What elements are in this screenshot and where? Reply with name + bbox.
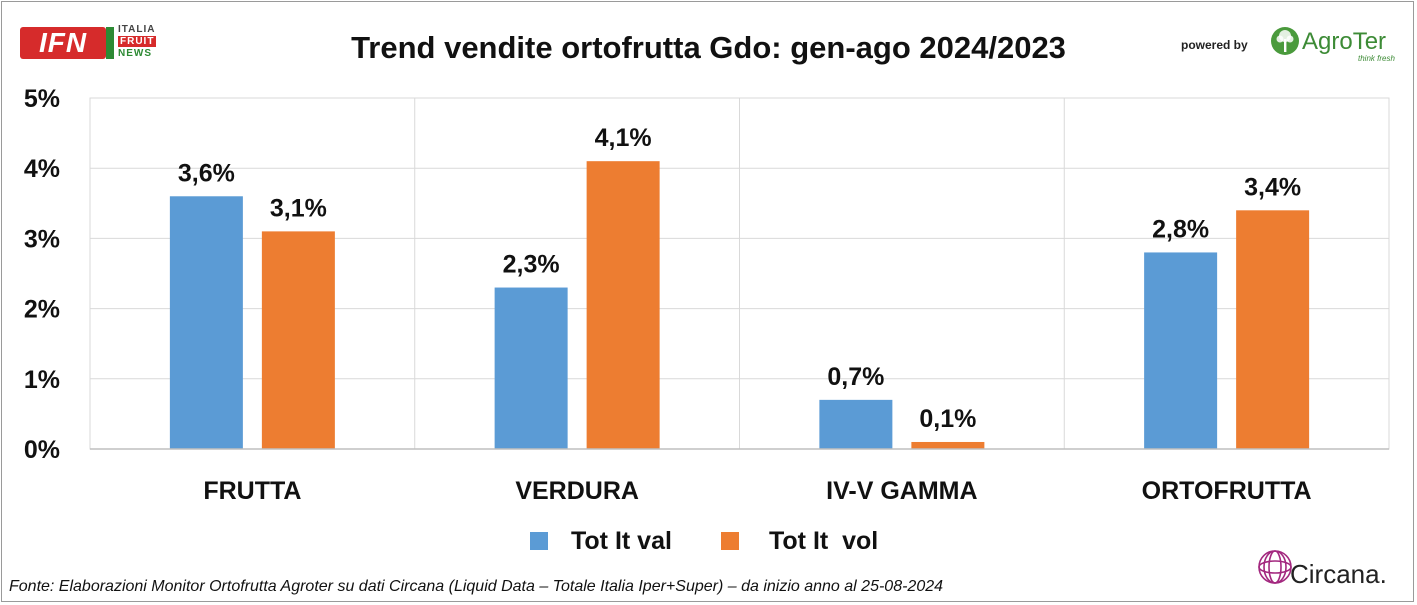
legend-swatch-val [530, 532, 548, 550]
bar-vol [911, 441, 985, 449]
ifn-logo-stripe [106, 27, 114, 59]
legend-label-val: Tot It val [571, 527, 672, 555]
y-tick-label: 1% [24, 366, 60, 394]
data-label: 0,1% [919, 405, 976, 433]
bar-val [819, 399, 893, 449]
data-label: 0,7% [827, 363, 884, 391]
data-label: 3,4% [1244, 173, 1301, 201]
bar-val [169, 196, 243, 449]
bar-vol [586, 161, 660, 449]
ifn-logo-line2: FRUIT [118, 36, 157, 47]
x-tick-label: FRUTTA [203, 477, 301, 505]
y-tick-label: 4% [24, 155, 60, 183]
ifn-logo: IFN ITALIA FRUIT NEWS [20, 24, 165, 64]
source-note: Fonte: Elaborazioni Monitor Ortofrutta A… [9, 578, 944, 595]
tree-icon [1271, 27, 1299, 55]
y-tick-label: 5% [24, 85, 60, 113]
ifn-logo-text: ITALIA FRUIT NEWS [118, 24, 157, 60]
x-tick-label: IV-V GAMMA [826, 477, 977, 505]
agroter-logo-tagline: think fresh [1358, 54, 1395, 63]
powered-by-label: powered by [1181, 38, 1248, 52]
x-tick-label: VERDURA [515, 477, 639, 505]
circana-logo-name: Circana. [1290, 559, 1387, 589]
data-label: 2,8% [1152, 215, 1209, 243]
bar-vol [1236, 210, 1310, 449]
data-label: 4,1% [595, 124, 652, 152]
chart-title: Trend vendite ortofrutta Gdo: gen-ago 20… [351, 30, 1066, 65]
ifn-logo-line1: ITALIA [118, 24, 156, 35]
bar-val [1144, 252, 1218, 449]
bar-val [494, 287, 568, 449]
legend-label-vol: Tot It vol [769, 527, 879, 555]
y-tick-label: 3% [24, 225, 60, 253]
circana-sphere-icon [1258, 550, 1292, 584]
x-tick-label: ORTOFRUTTA [1142, 477, 1312, 505]
data-label: 3,1% [270, 194, 327, 222]
legend-swatch-vol [721, 532, 739, 550]
ifn-logo-main: IFN [20, 27, 106, 59]
data-label: 3,6% [178, 159, 235, 187]
bar-vol [261, 231, 335, 449]
agroter-logo-name: AgroTer [1302, 28, 1387, 55]
y-tick-label: 0% [24, 436, 60, 464]
ifn-logo-line3: NEWS [118, 48, 152, 59]
data-label: 2,3% [503, 251, 560, 279]
y-tick-label: 2% [24, 296, 60, 324]
